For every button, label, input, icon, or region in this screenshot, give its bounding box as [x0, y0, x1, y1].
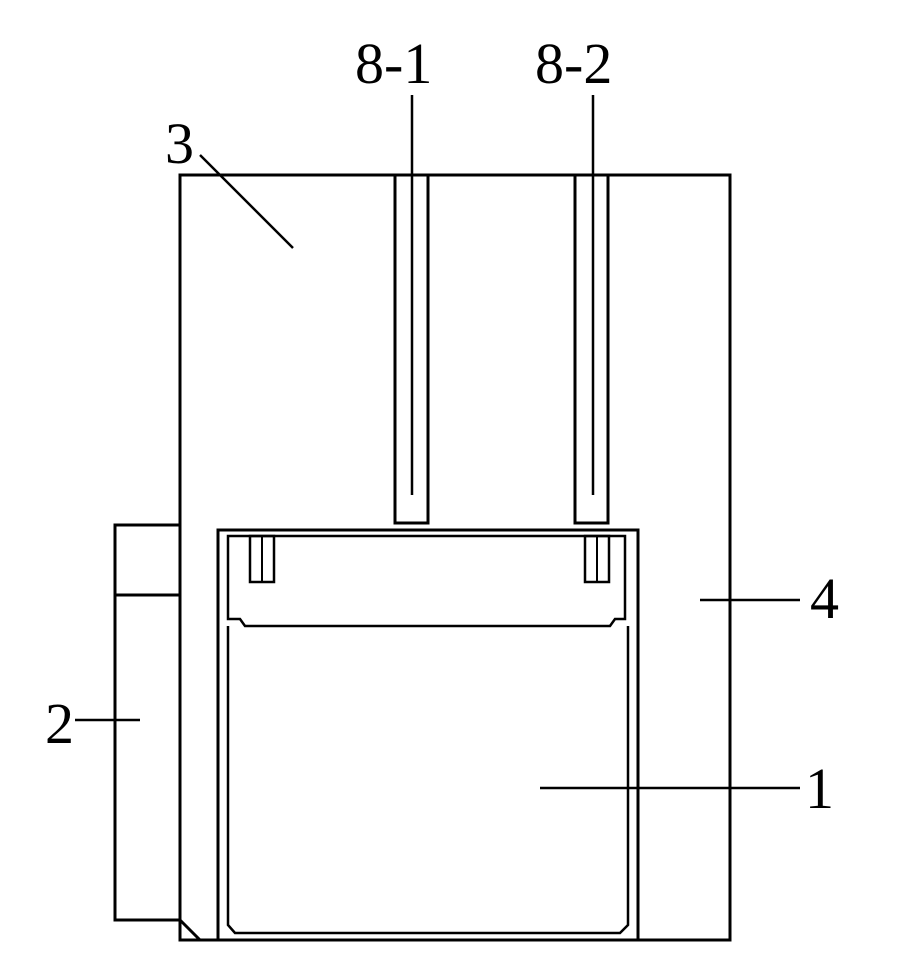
bottom-left-chamfer: [180, 920, 200, 940]
channel-8-2: [575, 175, 608, 523]
label-1: 1: [805, 755, 834, 822]
inner-top-plate: [228, 536, 625, 626]
leader-3: [200, 155, 293, 248]
label-3: 3: [165, 110, 194, 177]
label-8-2: 8-2: [535, 30, 612, 97]
label-8-1: 8-1: [355, 30, 432, 97]
inner-main-cavity: [228, 626, 628, 933]
left-step: [115, 525, 180, 920]
inner-cavity-outer: [218, 530, 638, 940]
technical-diagram: 1 2 3 4 8-1 8-2: [0, 0, 916, 965]
diagram-svg: [0, 0, 916, 965]
label-2: 2: [45, 690, 74, 757]
label-4: 4: [810, 565, 839, 632]
